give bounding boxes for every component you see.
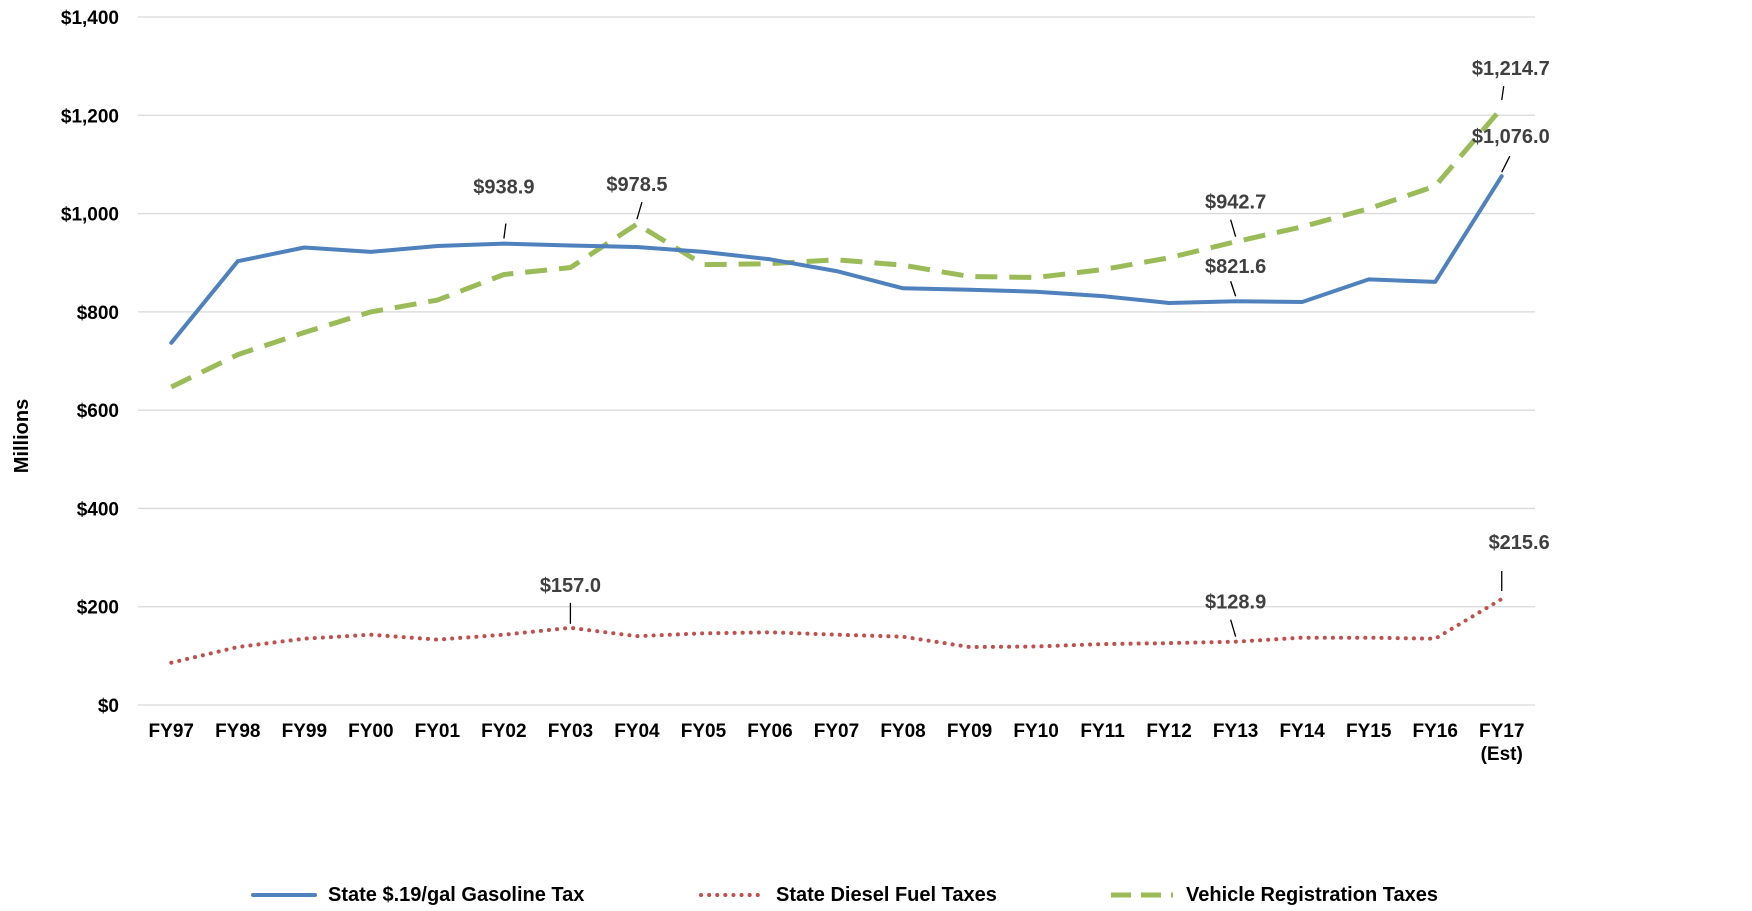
y-tick-label: $1,200	[61, 106, 119, 127]
x-axis-ticks: FY97 FY98 FY99 FY00 FY01 FY02 FY03 FY04 FY05 FY06…	[149, 721, 1525, 765]
data-label: $821.6	[1205, 256, 1266, 278]
x-tick-label: FY00	[348, 721, 393, 742]
y-tick-label: $0	[98, 696, 119, 717]
data-labels: $938.9 $821.6 $1,076.0 $157.0 $128.9 $215.6 $9…	[473, 58, 1550, 637]
x-tick-label: FY06	[747, 721, 792, 742]
data-label: $1,214.7	[1472, 58, 1550, 80]
data-label: $215.6	[1489, 532, 1550, 554]
y-axis-label: Millions	[11, 399, 33, 473]
x-tick-label: (Est)	[1481, 744, 1523, 765]
legend-swatch	[251, 893, 317, 897]
x-tick-label: FY97	[149, 721, 194, 742]
y-axis-ticks: $0 $200 $400 $600 $800 $1,000 $1,200 $1,400	[61, 8, 119, 717]
x-tick-label: FY99	[282, 721, 327, 742]
x-tick-label: FY12	[1146, 721, 1191, 742]
legend-item: Vehicle Registration Taxes	[1108, 880, 1438, 910]
y-tick-label: $600	[77, 401, 119, 422]
data-label: $128.9	[1205, 592, 1266, 614]
data-label: $157.0	[540, 575, 601, 597]
x-tick-label: FY11	[1080, 721, 1125, 742]
legend-label: State $.19/gal Gasoline Tax	[328, 883, 585, 906]
x-tick-label: FY98	[215, 721, 260, 742]
series-line-dashed	[170, 106, 1504, 390]
x-tick-label: FY03	[548, 721, 593, 742]
data-label-leader	[503, 223, 507, 239]
data-label: $978.5	[606, 174, 667, 196]
data-label-leader	[1501, 85, 1505, 101]
x-tick-label: FY17	[1479, 721, 1524, 742]
data-label: $1,076.0	[1472, 126, 1550, 148]
legend-item: State Diesel Fuel Taxes	[698, 880, 997, 910]
data-label-leader	[1230, 281, 1237, 297]
legend-label: Vehicle Registration Taxes	[1186, 883, 1438, 906]
x-tick-label: FY09	[947, 721, 992, 742]
legend-label: State Diesel Fuel Taxes	[776, 883, 997, 906]
x-tick-label: FY04	[614, 721, 660, 742]
y-tick-label: $200	[77, 598, 119, 619]
x-tick-label: FY14	[1279, 721, 1325, 742]
legend-swatch	[1111, 892, 1173, 898]
y-tick-label: $1,000	[61, 205, 119, 226]
series-line-solid	[169, 174, 1504, 345]
x-tick-label: FY16	[1413, 721, 1458, 742]
x-tick-label: FY05	[681, 721, 727, 742]
series-line-dotted	[169, 597, 1504, 665]
gridlines	[138, 16, 1535, 706]
legend-swatch	[699, 893, 765, 897]
series-lines	[169, 106, 1504, 665]
x-tick-label: FY01	[415, 721, 461, 742]
data-label-leader	[636, 201, 643, 220]
data-label: $942.7	[1205, 192, 1266, 214]
x-tick-label: FY07	[814, 721, 859, 742]
x-tick-label: FY15	[1346, 721, 1392, 742]
data-label: $938.9	[473, 177, 534, 199]
x-tick-label: FY02	[481, 721, 526, 742]
y-tick-label: $800	[77, 303, 119, 324]
x-tick-label: FY10	[1013, 721, 1058, 742]
x-tick-label: FY08	[880, 721, 925, 742]
data-label-leader	[1501, 155, 1511, 173]
legend-item: State $.19/gal Gasoline Tax	[250, 880, 584, 910]
x-tick-label: FY13	[1213, 721, 1258, 742]
data-label-leader	[1230, 219, 1237, 237]
y-tick-label: $1,400	[61, 8, 119, 29]
y-tick-label: $400	[77, 499, 119, 520]
legend: State $.19/gal Gasoline Tax State Diesel …	[0, 880, 1752, 910]
data-label-leader	[1230, 619, 1237, 637]
